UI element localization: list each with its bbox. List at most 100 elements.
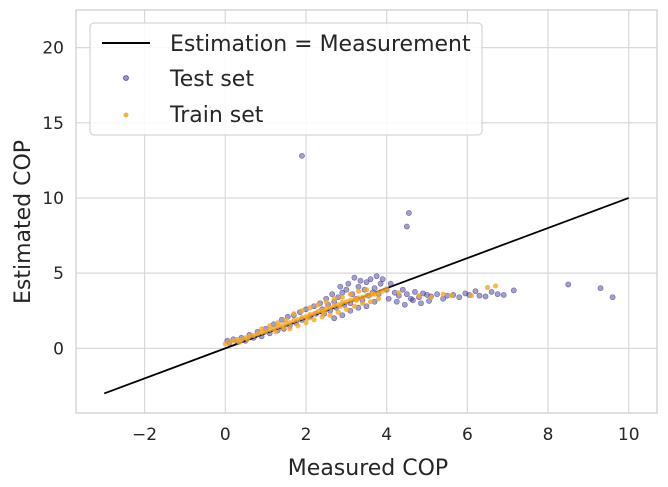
train-point bbox=[384, 286, 389, 291]
y-tick-label: 0 bbox=[53, 339, 64, 359]
train-point bbox=[469, 293, 474, 298]
y-axis-ticks: 0 5 10 15 20 bbox=[42, 39, 64, 360]
train-point bbox=[354, 298, 359, 303]
test-point bbox=[463, 291, 468, 296]
train-point bbox=[267, 323, 272, 328]
train-point bbox=[332, 296, 337, 301]
legend-test-swatch bbox=[124, 76, 129, 81]
test-point bbox=[489, 289, 494, 294]
test-point bbox=[394, 299, 399, 304]
test-point bbox=[346, 281, 351, 286]
train-point bbox=[273, 329, 278, 334]
test-point bbox=[352, 275, 357, 280]
test-point bbox=[477, 293, 482, 298]
legend-label-line: Estimation = Measurement bbox=[170, 32, 471, 57]
train-point bbox=[320, 314, 325, 319]
train-point bbox=[428, 295, 433, 300]
legend-label-test: Test set bbox=[169, 67, 254, 92]
test-point bbox=[501, 292, 506, 297]
test-point bbox=[299, 153, 304, 158]
train-point bbox=[305, 316, 310, 321]
x-axis-ticks: −2 0 2 4 6 8 10 bbox=[132, 425, 640, 445]
train-point bbox=[441, 292, 446, 297]
test-point bbox=[374, 274, 379, 279]
train-point bbox=[338, 304, 343, 309]
train-point bbox=[299, 308, 304, 313]
train-point bbox=[396, 290, 401, 295]
test-point bbox=[435, 292, 440, 297]
train-point bbox=[287, 326, 292, 331]
train-point bbox=[328, 313, 333, 318]
x-tick-label: 6 bbox=[462, 425, 473, 445]
legend-train-swatch bbox=[124, 113, 129, 118]
train-point bbox=[237, 340, 242, 345]
test-point bbox=[566, 282, 571, 287]
legend: Estimation = Measurement Test set Train … bbox=[90, 23, 482, 135]
x-tick-label: −2 bbox=[132, 425, 157, 445]
train-point bbox=[275, 320, 280, 325]
train-point bbox=[291, 311, 296, 316]
train-point bbox=[356, 289, 361, 294]
test-point bbox=[406, 210, 411, 215]
test-point bbox=[412, 289, 417, 294]
test-point bbox=[356, 284, 361, 289]
test-point bbox=[378, 281, 383, 286]
x-tick-label: 4 bbox=[381, 425, 392, 445]
x-tick-label: 2 bbox=[301, 425, 312, 445]
train-point bbox=[416, 293, 421, 298]
test-point bbox=[404, 292, 409, 297]
x-tick-label: 8 bbox=[543, 425, 554, 445]
train-point bbox=[322, 310, 327, 315]
test-point bbox=[441, 296, 446, 301]
y-tick-label: 20 bbox=[42, 39, 64, 59]
x-tick-label: 0 bbox=[220, 425, 231, 445]
train-point bbox=[295, 323, 300, 328]
train-point bbox=[368, 299, 373, 304]
train-point bbox=[344, 307, 349, 312]
train-point bbox=[259, 326, 264, 331]
test-point bbox=[402, 302, 407, 307]
train-point bbox=[245, 337, 250, 342]
train-point bbox=[449, 293, 454, 298]
test-point bbox=[404, 224, 409, 229]
test-point bbox=[410, 298, 415, 303]
scatter-chart: −2 0 2 4 6 8 10 05101520 Measured COP Estimate… bbox=[0, 0, 668, 487]
test-point bbox=[358, 278, 363, 283]
train-point bbox=[370, 291, 375, 296]
test-point bbox=[364, 280, 369, 285]
train-point bbox=[340, 295, 345, 300]
x-tick-label: 10 bbox=[618, 425, 640, 445]
test-point bbox=[418, 301, 423, 306]
test-point bbox=[473, 289, 478, 294]
test-point bbox=[511, 288, 516, 293]
legend-label-train: Train set bbox=[169, 103, 264, 128]
train-point bbox=[485, 285, 490, 290]
test-set-points bbox=[225, 153, 616, 345]
test-point bbox=[388, 281, 393, 286]
y-tick-label: 15 bbox=[42, 114, 64, 134]
train-point bbox=[281, 325, 286, 330]
y-axis-label: Estimated COP bbox=[11, 140, 36, 304]
train-point bbox=[311, 317, 316, 322]
train-point bbox=[352, 304, 357, 309]
y-tick-label: 10 bbox=[42, 189, 64, 209]
test-point bbox=[340, 290, 345, 295]
train-point bbox=[348, 292, 353, 297]
train-point bbox=[493, 283, 498, 288]
train-point bbox=[283, 317, 288, 322]
train-point bbox=[360, 301, 365, 306]
test-point bbox=[610, 295, 615, 300]
train-point bbox=[376, 296, 381, 301]
test-point bbox=[338, 284, 343, 289]
test-point bbox=[330, 292, 335, 297]
x-axis-label: Measured COP bbox=[288, 456, 448, 481]
train-point bbox=[324, 299, 329, 304]
train-point bbox=[315, 302, 320, 307]
train-point bbox=[336, 310, 341, 315]
test-point bbox=[457, 295, 462, 300]
train-point bbox=[303, 320, 308, 325]
train-point bbox=[364, 287, 369, 292]
test-point bbox=[598, 286, 603, 291]
train-point bbox=[307, 305, 312, 310]
test-point bbox=[386, 296, 391, 301]
